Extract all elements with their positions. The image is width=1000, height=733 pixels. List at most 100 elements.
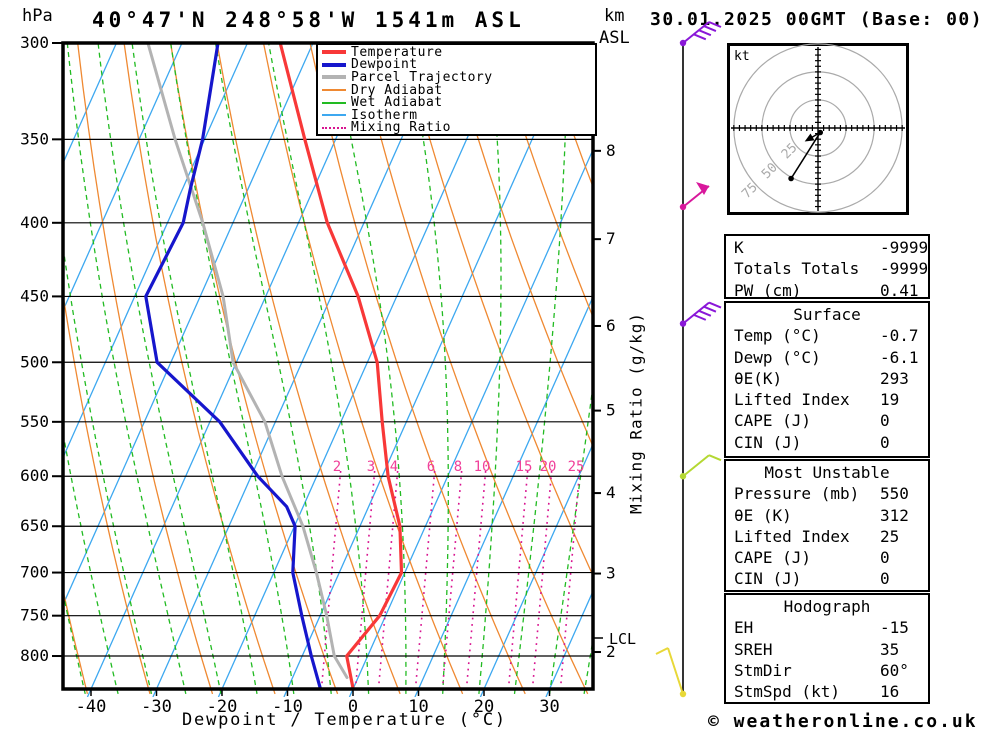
panel-row: Totals Totals -9999 [734,258,928,279]
wet-adiabat [66,43,187,695]
isotherm-legend-sample-icon [322,114,346,117]
mixing-ratio-line [354,470,376,690]
panel-row-value: 16 [880,682,900,702]
panel-row-value: 35 [880,639,900,659]
isotherm [63,43,118,165]
legend-row: Dewpoint [318,57,595,72]
dry-adiabat [123,43,276,695]
panel-row-label: Pressure (mb) [734,484,860,504]
dry-adiabat [77,43,214,695]
panel-row-value: 0 [880,569,890,589]
km-tick-label: 4 [606,483,616,502]
wet-adiabat [331,43,407,694]
wind-barb-tick [708,301,722,309]
temp-tick-label: 10 [408,697,428,717]
panel-row-label: PW (cm) [734,280,802,300]
panel-row-value: 312 [880,505,909,525]
dry-adiabat [63,290,151,695]
wet-adiabat [63,589,86,695]
pressure-tick-label: 400 [20,213,49,232]
panel-hodograph: Hodograph EH -15 SREH 35 StmDir 60° StmSpd (kt)… [724,593,930,704]
dry-adiabat [63,587,89,695]
panel-row-label: Dewp (°C) [734,347,821,367]
x-axis-title: Dewpoint / Temperature (°C) [182,710,507,730]
dry-adiabat [448,43,593,448]
parcel-trajectory-curve [146,43,349,679]
legend-row: Dry Adiabat [318,83,595,98]
mixing-ratio-axis-label: Mixing Ratio (g/kg) [626,311,646,515]
wet-adiabat-lines [63,43,593,695]
mixing-ratio-legend-sample-icon [322,126,346,129]
panel-row-label: CAPE (J) [734,411,812,431]
panel-row: Lifted Index 25 [734,526,928,547]
mixing-ratio-value: 2 [333,459,341,475]
wind-barb-tick [708,21,722,28]
km-tick-label: 7 [606,229,616,248]
panel-row-label: K [734,238,744,257]
legend-row: Wet Adiabat [318,95,595,110]
wet-adiabat [63,242,153,695]
wind-barb-shaft [682,454,710,477]
panel-row: CAPE (J) 0 [734,547,928,568]
temp-tick-label: 30 [539,697,559,717]
temp-tick-label: -40 [76,697,107,717]
wind-barb-shaft [667,647,684,695]
panel-surface: Surface Temp (°C) -0.7 Dewp (°C) -6.1 θE(K) 29… [724,301,930,458]
wind-barb [655,647,687,698]
legend-label: Mixing Ratio [351,120,451,136]
mixing-ratio-value: 25 [568,459,585,475]
panel-row-value: 0 [880,548,890,568]
run-datetime: 30.01.2025 00GMT (Base: 00) [650,9,984,30]
panel-row-value: 0 [880,411,890,431]
panel-row-value: -0.7 [880,326,919,346]
panel-row-label: EH [734,618,754,638]
mixing-ratio-value: 20 [540,459,557,475]
km-tick-label: 3 [606,564,616,583]
wind-barb-tick [655,647,669,655]
wet-adiabat [97,43,222,695]
isotherm [217,43,511,697]
panel-row: Lifted Index 19 [734,389,928,410]
mixing-ratio-value: 3 [367,459,375,475]
wind-barb-tick [698,309,712,317]
panel-row-value: 0 [880,432,890,452]
panel-row: SREH 35 [734,639,928,660]
wind-barb-tick [708,454,722,462]
legend-row: Isotherm [318,108,595,123]
panel-row-value: -9999 [880,238,929,257]
panel-row-label: Lifted Index [734,390,850,410]
hodograph-unit-label: kt [734,49,750,64]
pressure-tick-label: 450 [20,286,49,305]
wet-adiabat-legend-sample-icon [322,101,346,104]
lcl-label: LCL [609,630,636,648]
wind-barb-tick [693,313,707,321]
temperature-curve [278,43,404,691]
mixing-ratio-line [320,470,342,690]
panel-row: CIN (J) 0 [734,568,928,589]
temperature-axis: -40 -30 -20 -10 0 10 20 30 [76,689,560,717]
mixing-ratio-value: 6 [427,459,435,475]
panel-row: StmSpd (kt) 16 [734,681,928,702]
mixing-ratio-line [414,470,436,690]
mixing-ratio-labels: 2 3 4 6 8 10 15 20 25 [333,459,585,475]
panel-indices: K -9999 Totals Totals -9999 PW (cm) 0.41 [724,234,930,300]
temp-tick-label: -30 [141,697,172,717]
mixing-ratio-line [531,470,553,690]
panel-row-label: CIN (J) [734,432,802,452]
legend-row: Parcel Trajectory [318,70,595,85]
panel-row-label: θE (K) [734,505,792,525]
dry-adiabat [355,43,589,695]
panel-row-value: 0.41 [880,280,919,300]
pressure-tick-label: 300 [20,33,49,52]
dry-adiabat [402,43,593,578]
pressure-axis: 300 350 400 450 500 550 600 650 700 750 800 [20,33,63,665]
chart-legend: Temperature Dewpoint Parcel Trajectory Dry … [316,43,597,136]
temp-tick-label: 20 [474,697,494,717]
panel-row: CIN (J) 0 [734,432,928,453]
pressure-tick-label: 550 [20,412,49,431]
wet-adiabat [478,43,502,694]
hodograph-trace [788,129,824,182]
mixing-ratio-value: 10 [474,459,491,475]
isotherm [63,43,183,312]
isotherm [348,148,593,697]
